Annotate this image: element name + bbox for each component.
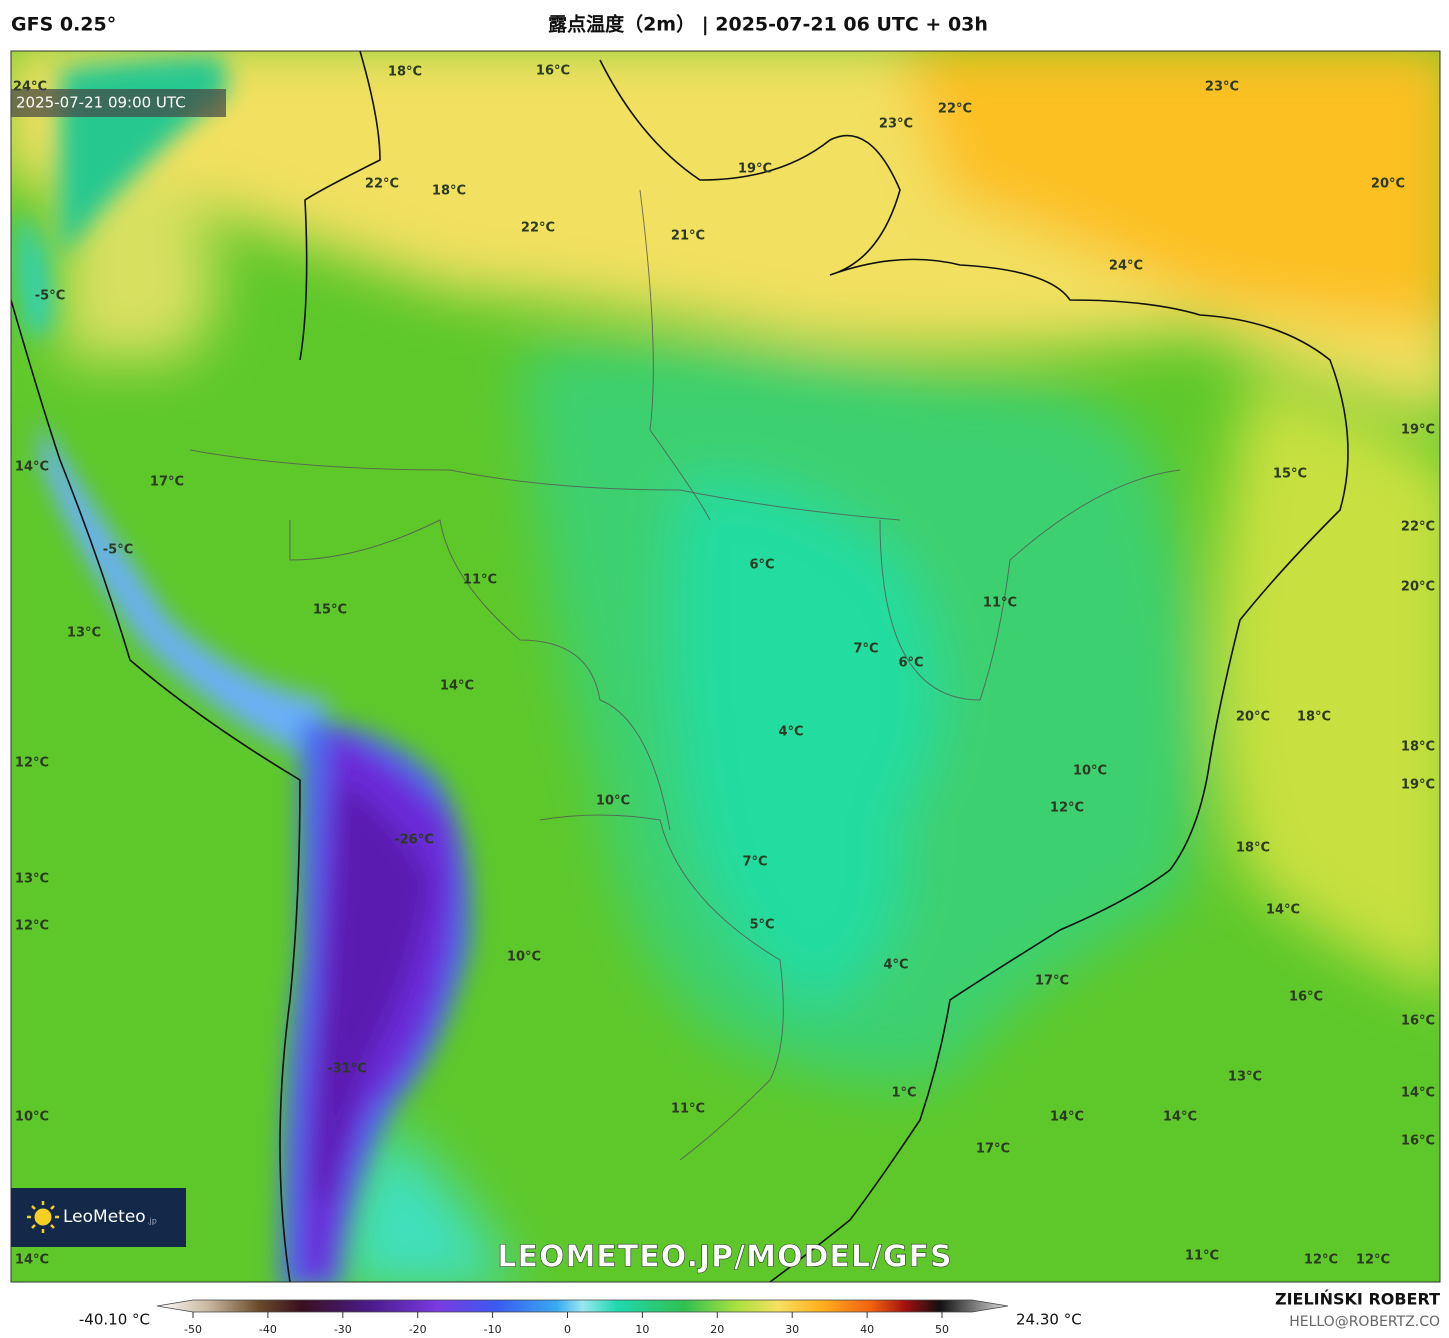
- temperature-label: 20°C: [1371, 177, 1405, 192]
- temperature-label: 22°C: [365, 177, 399, 192]
- map-title: 露点温度（2m） | 2025-07-21 06 UTC + 03h: [548, 13, 988, 36]
- temperature-label: 7°C: [742, 855, 767, 870]
- temperature-label: 22°C: [938, 102, 972, 117]
- time-box: [11, 89, 226, 117]
- temperature-label: -26°C: [394, 833, 434, 848]
- temperature-label: 16°C: [536, 64, 570, 79]
- temperature-label: 16°C: [1401, 1014, 1435, 1029]
- map-frame: [10, 50, 1441, 1283]
- colorbar: [156, 1299, 1009, 1313]
- temperature-label: 19°C: [1401, 423, 1435, 438]
- temperature-label: 17°C: [150, 475, 184, 490]
- temperature-label: 19°C: [738, 162, 772, 177]
- temperature-label: 14°C: [15, 460, 49, 475]
- author-email: HELLO@ROBERTZ.CO: [1289, 1314, 1440, 1330]
- temperature-label: 12°C: [1050, 801, 1084, 816]
- temperature-label: 22°C: [521, 221, 555, 236]
- temperature-label: 20°C: [1401, 580, 1435, 595]
- colorbar-tick-label: 40: [860, 1323, 874, 1336]
- colorbar-tick-label: -50: [184, 1323, 202, 1336]
- andes-shading: [16, 55, 472, 1282]
- temperature-label: 7°C: [853, 642, 878, 657]
- watermark: LEOMETEO.JP/MODEL/GFS: [497, 1240, 952, 1275]
- temperature-label: 19°C: [1401, 778, 1435, 793]
- borders: [189, 189, 1181, 1161]
- colorbar-min: -40.10 °C: [79, 1311, 150, 1329]
- model-name: GFS 0.25°: [11, 14, 116, 36]
- logo-sun: [27, 1201, 59, 1233]
- temperature-label: 6°C: [749, 558, 774, 573]
- temperature-label: 14°C: [440, 679, 474, 694]
- temperature-label: 14°C: [1266, 903, 1300, 918]
- temperature-label: 24°C: [1109, 259, 1143, 274]
- temperature-label: 10°C: [596, 794, 630, 809]
- colorbar-tick-label: -10: [484, 1323, 502, 1336]
- temperature-label: 18°C: [1236, 841, 1270, 856]
- temperature-label: 18°C: [1297, 710, 1331, 725]
- temperature-label: 4°C: [778, 725, 803, 740]
- colorbar-tick-label: -30: [334, 1323, 352, 1336]
- temperature-label: 13°C: [1228, 1070, 1262, 1085]
- field-shading: [11, 51, 1440, 1282]
- temperature-label: 22°C: [1401, 520, 1435, 535]
- temperature-label: 17°C: [976, 1142, 1010, 1157]
- coastline: [11, 51, 1349, 1282]
- colorbar-ticks: -50 -40 -30 -20 -10 0 10 20 30 40 50: [184, 1312, 949, 1336]
- colorbar-tick-label: 0: [564, 1323, 571, 1336]
- colorbar-tick-label: 30: [785, 1323, 799, 1336]
- temperature-label: 14°C: [1163, 1110, 1197, 1125]
- temperature-label: -31°C: [327, 1062, 367, 1077]
- temperature-label: 20°C: [1236, 710, 1270, 725]
- colorbar-tick-label: -40: [259, 1323, 277, 1336]
- temperature-label: -5°C: [35, 289, 65, 304]
- map-area: [11, 51, 1440, 1282]
- temperature-label: 15°C: [313, 603, 347, 618]
- temperature-label: 13°C: [15, 872, 49, 887]
- temperature-label: 1°C: [891, 1086, 916, 1101]
- temperature-label: 4°C: [883, 958, 908, 973]
- temperature-label: 14°C: [1050, 1110, 1084, 1125]
- temperature-label: 18°C: [432, 184, 466, 199]
- temperature-label: 14°C: [1401, 1086, 1435, 1101]
- colorbar-tick-label: 10: [635, 1323, 649, 1336]
- temperature-label: 6°C: [898, 656, 923, 671]
- temperature-label: 13°C: [67, 626, 101, 641]
- temperature-label: 10°C: [15, 1110, 49, 1125]
- temperature-label: 12°C: [15, 756, 49, 771]
- temperature-label: 11°C: [671, 1102, 705, 1117]
- temperature-label: 11°C: [1185, 1249, 1219, 1264]
- logo-name: LeoMeteo: [63, 1207, 146, 1227]
- colorbar-tick-label: 50: [935, 1323, 949, 1336]
- temperature-label: 15°C: [1273, 467, 1307, 482]
- temperature-label: 21°C: [671, 229, 705, 244]
- map-labels: 24°C 18°C 16°C 22°C 23°C 23°C 19°C 20°C 22°C 18°C…: [13, 64, 1435, 1268]
- colorbar-max: 24.30 °C: [1016, 1311, 1082, 1329]
- temperature-label: 16°C: [1289, 990, 1323, 1005]
- temperature-label: 10°C: [1073, 764, 1107, 779]
- temperature-label: 23°C: [879, 117, 913, 132]
- colorbar-tick-label: -20: [409, 1323, 427, 1336]
- temperature-label: 12°C: [15, 919, 49, 934]
- author-name: ZIELIŃSKI ROBERT: [1275, 1290, 1440, 1309]
- temperature-label: 5°C: [749, 918, 774, 933]
- logo-suffix: .jp: [147, 1217, 157, 1226]
- temperature-label: -5°C: [103, 543, 133, 558]
- temperature-label: 18°C: [1401, 740, 1435, 755]
- temperature-label: 11°C: [983, 596, 1017, 611]
- temperature-label: 11°C: [463, 573, 497, 588]
- temperature-label: 16°C: [1401, 1134, 1435, 1149]
- temperature-label: 17°C: [1035, 974, 1069, 989]
- colorbar-tick-label: 20: [710, 1323, 724, 1336]
- temperature-label: 12°C: [1304, 1253, 1338, 1268]
- temperature-label: 14°C: [15, 1253, 49, 1268]
- valid-time: 2025-07-21 09:00 UTC: [16, 94, 186, 112]
- temperature-label: 23°C: [1205, 80, 1239, 95]
- temperature-label: 12°C: [1356, 1253, 1390, 1268]
- temperature-label: 10°C: [507, 950, 541, 965]
- temperature-label: 18°C: [388, 65, 422, 80]
